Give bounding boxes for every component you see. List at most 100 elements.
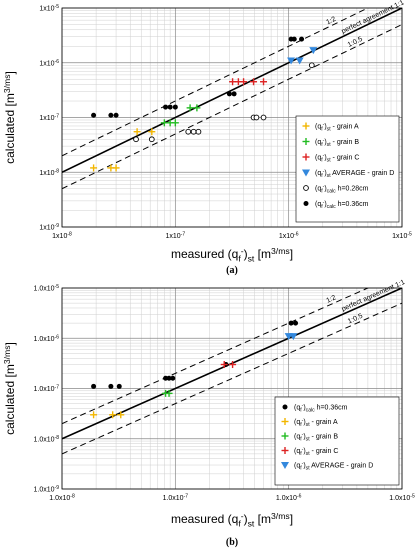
data-point <box>167 104 173 110</box>
legend-label: (qf-)st AVERAGE - grain D <box>315 169 394 180</box>
data-point <box>133 136 139 143</box>
legend: (qf-)st - grain A (qf-)st - grain B (qf-)s… <box>295 115 400 223</box>
reference-line-3 <box>62 24 402 190</box>
legend-item: (qf-)calc h=0.28cm <box>303 184 369 195</box>
legend-marker <box>281 432 289 440</box>
y-tick-label: 1x10-5 <box>39 4 59 12</box>
y-tick-label: 1x10-7 <box>39 114 59 122</box>
data-point <box>170 375 176 381</box>
series-4 <box>220 361 237 369</box>
series-6 <box>91 36 305 118</box>
data-point <box>231 91 237 97</box>
legend-marker <box>302 138 310 145</box>
data-point <box>229 361 237 369</box>
data-point <box>108 383 114 389</box>
data-point <box>186 104 194 112</box>
legend-marker <box>303 201 309 206</box>
series-1 <box>90 128 156 172</box>
series-3 <box>229 78 268 86</box>
legend-marker <box>281 462 289 469</box>
y-tick-label: 1.0x10-9 <box>33 485 59 493</box>
legend-item: (qf-)st - grain A <box>302 122 359 133</box>
data-point <box>133 128 141 136</box>
data-point <box>109 411 117 419</box>
panel-label: (b) <box>226 537 238 548</box>
series-4 <box>287 47 318 65</box>
x-tick-label: 1.0x10-6 <box>276 494 302 502</box>
data-point <box>117 411 125 419</box>
legend-label: (qf-)calc h=0.36cm <box>294 403 348 414</box>
legend-label: (qf-)st - grain B <box>315 138 359 149</box>
data-point <box>309 47 318 55</box>
y-tick-label: 1x10-6 <box>39 59 59 67</box>
reference-line-label: 1:2 <box>325 16 337 27</box>
data-point <box>287 57 296 65</box>
data-point <box>289 333 298 341</box>
data-point <box>291 36 297 42</box>
data-point <box>91 112 97 118</box>
data-point <box>90 411 98 419</box>
data-point <box>288 320 294 326</box>
y-tick-label: 1.0x10-5 <box>33 284 59 292</box>
data-point <box>171 119 179 127</box>
x-tick-label: 1x10-8 <box>52 232 72 240</box>
plot-frame <box>61 287 403 490</box>
y-tick-label: 1x10-9 <box>39 223 59 231</box>
data-point <box>308 62 315 69</box>
data-point <box>163 104 169 110</box>
legend-item: (qf-)st - grain A <box>281 418 338 429</box>
series-5 <box>284 333 298 341</box>
data-point <box>220 361 228 369</box>
series-2 <box>160 104 201 127</box>
legend-label: (qf-)st - grain C <box>294 447 338 458</box>
legend-label: (qf-)calc h=0.28cm <box>315 184 369 195</box>
series-3 <box>162 389 173 397</box>
legend-item: (qf-)st AVERAGE - grain D <box>281 461 373 472</box>
data-point <box>185 128 192 135</box>
legend-item: (qf-)calc h=0.36cm <box>303 200 369 210</box>
data-point <box>299 36 305 42</box>
y-tick-label: 1.0x10-7 <box>33 385 59 393</box>
plot-frame <box>61 7 403 228</box>
data-point <box>240 78 248 86</box>
y-tick-label: 1x10-8 <box>39 168 59 176</box>
legend-marker <box>302 169 310 177</box>
y-tick-label: 1.0x10-6 <box>33 334 59 342</box>
reference-line-label: perfect agreement 1:1 <box>341 0 406 35</box>
legend-marker <box>302 153 310 161</box>
y-axis-label: calculated [m3/ms] <box>2 342 17 435</box>
data-point <box>116 383 122 389</box>
legend-label: (qf-)st - grain A <box>294 418 338 429</box>
data-point <box>148 128 156 136</box>
panel-label: (a) <box>226 265 238 276</box>
y-axis-label: calculated [m3/ms] <box>2 71 17 164</box>
reference-line-3 <box>62 302 402 455</box>
data-point <box>90 164 98 172</box>
legend: (qf-)calc h=0.36cm (qf-)st - grain A (qf-)… <box>274 396 400 486</box>
legend-marker <box>282 404 288 410</box>
data-point <box>295 57 304 65</box>
reference-lines <box>62 8 402 190</box>
legend-item: (qf-)st - grain B <box>281 432 338 443</box>
reference-line-label: 1:2 <box>325 294 337 304</box>
legend-item: (qf-)st - grain C <box>302 153 359 164</box>
data-point <box>250 78 258 86</box>
data-point <box>193 104 201 112</box>
series-1 <box>91 320 299 389</box>
legend-marker <box>302 122 310 130</box>
legend-marker <box>281 418 289 425</box>
legend-box <box>274 396 400 486</box>
series-2 <box>90 411 125 419</box>
x-tick-label: 1.0x10-8 <box>49 494 75 502</box>
data-point <box>190 128 197 135</box>
x-axis-label: measured (qf-)st [m3/ms] <box>171 511 293 529</box>
data-point <box>226 91 232 97</box>
data-point <box>253 114 260 121</box>
x-tick-label: 1x10-7 <box>165 232 185 240</box>
x-tick-label: 1x10-5 <box>392 232 412 240</box>
legend-marker <box>303 185 309 191</box>
data-point <box>260 78 268 86</box>
legend-item: (qf-)st AVERAGE - grain D <box>302 169 394 180</box>
